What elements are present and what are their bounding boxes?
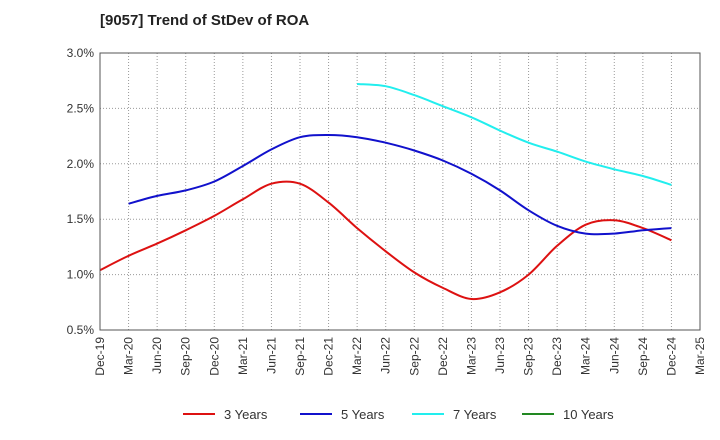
legend-label-10-years: 10 Years [563,407,614,422]
y-tick-label: 3.0% [67,46,95,60]
x-tick-label: Jun-21 [264,337,278,374]
y-tick-label: 0.5% [67,323,95,337]
y-tick-label: 1.5% [67,212,95,226]
y-tick-label: 2.0% [67,157,95,171]
x-tick-label: Dec-21 [322,337,336,376]
x-tick-label: Sep-21 [293,337,307,376]
plot-frame [99,52,701,331]
y-tick-label: 2.5% [67,101,95,115]
x-tick-label: Sep-24 [636,337,650,376]
legend-label-7-years: 7 Years [453,407,497,422]
x-tick-label: Jun-24 [607,337,621,374]
x-tick-label: Mar-20 [122,337,136,375]
x-axis-ticks: Dec-19 Mar-20 Jun-20 Sep-20 Dec-20 Mar-21 Jun-… [93,337,707,376]
x-tick-label: Dec-24 [664,337,678,376]
series-line-3-years [99,180,672,301]
x-tick-label: Sep-22 [407,337,421,376]
series-line-7-years [357,83,672,186]
x-tick-label: Mar-22 [350,337,364,375]
x-tick-label: Mar-23 [464,337,478,375]
y-tick-label: 1.0% [67,268,95,282]
x-tick-label: Jun-22 [379,337,393,374]
chart-title: [9057] Trend of StDev of ROA [100,12,310,29]
x-tick-label: Sep-20 [179,337,193,376]
y-axis-ticks: 0.5% 1.0% 1.5% 2.0% 2.5% 3.0% [67,46,95,337]
legend-label-5-years: 5 Years [341,407,385,422]
legend: 3 Years 5 Years 7 Years 10 Years [183,407,614,422]
x-tick-label: Sep-23 [522,337,536,376]
x-tick-label: Mar-21 [236,337,250,375]
x-tick-label: Dec-23 [550,337,564,376]
x-tick-label: Jun-20 [150,337,164,374]
x-tick-label: Mar-25 [693,337,707,375]
plot-area [100,53,700,330]
x-tick-label: Jun-23 [493,337,507,374]
x-tick-label: Mar-24 [579,337,593,375]
series-lines [99,83,672,301]
x-tick-label: Dec-19 [93,337,107,376]
legend-label-3-years: 3 Years [224,407,268,422]
series-line-5-years [128,133,672,236]
x-tick-label: Dec-22 [436,337,450,376]
x-tick-label: Dec-20 [207,337,221,376]
